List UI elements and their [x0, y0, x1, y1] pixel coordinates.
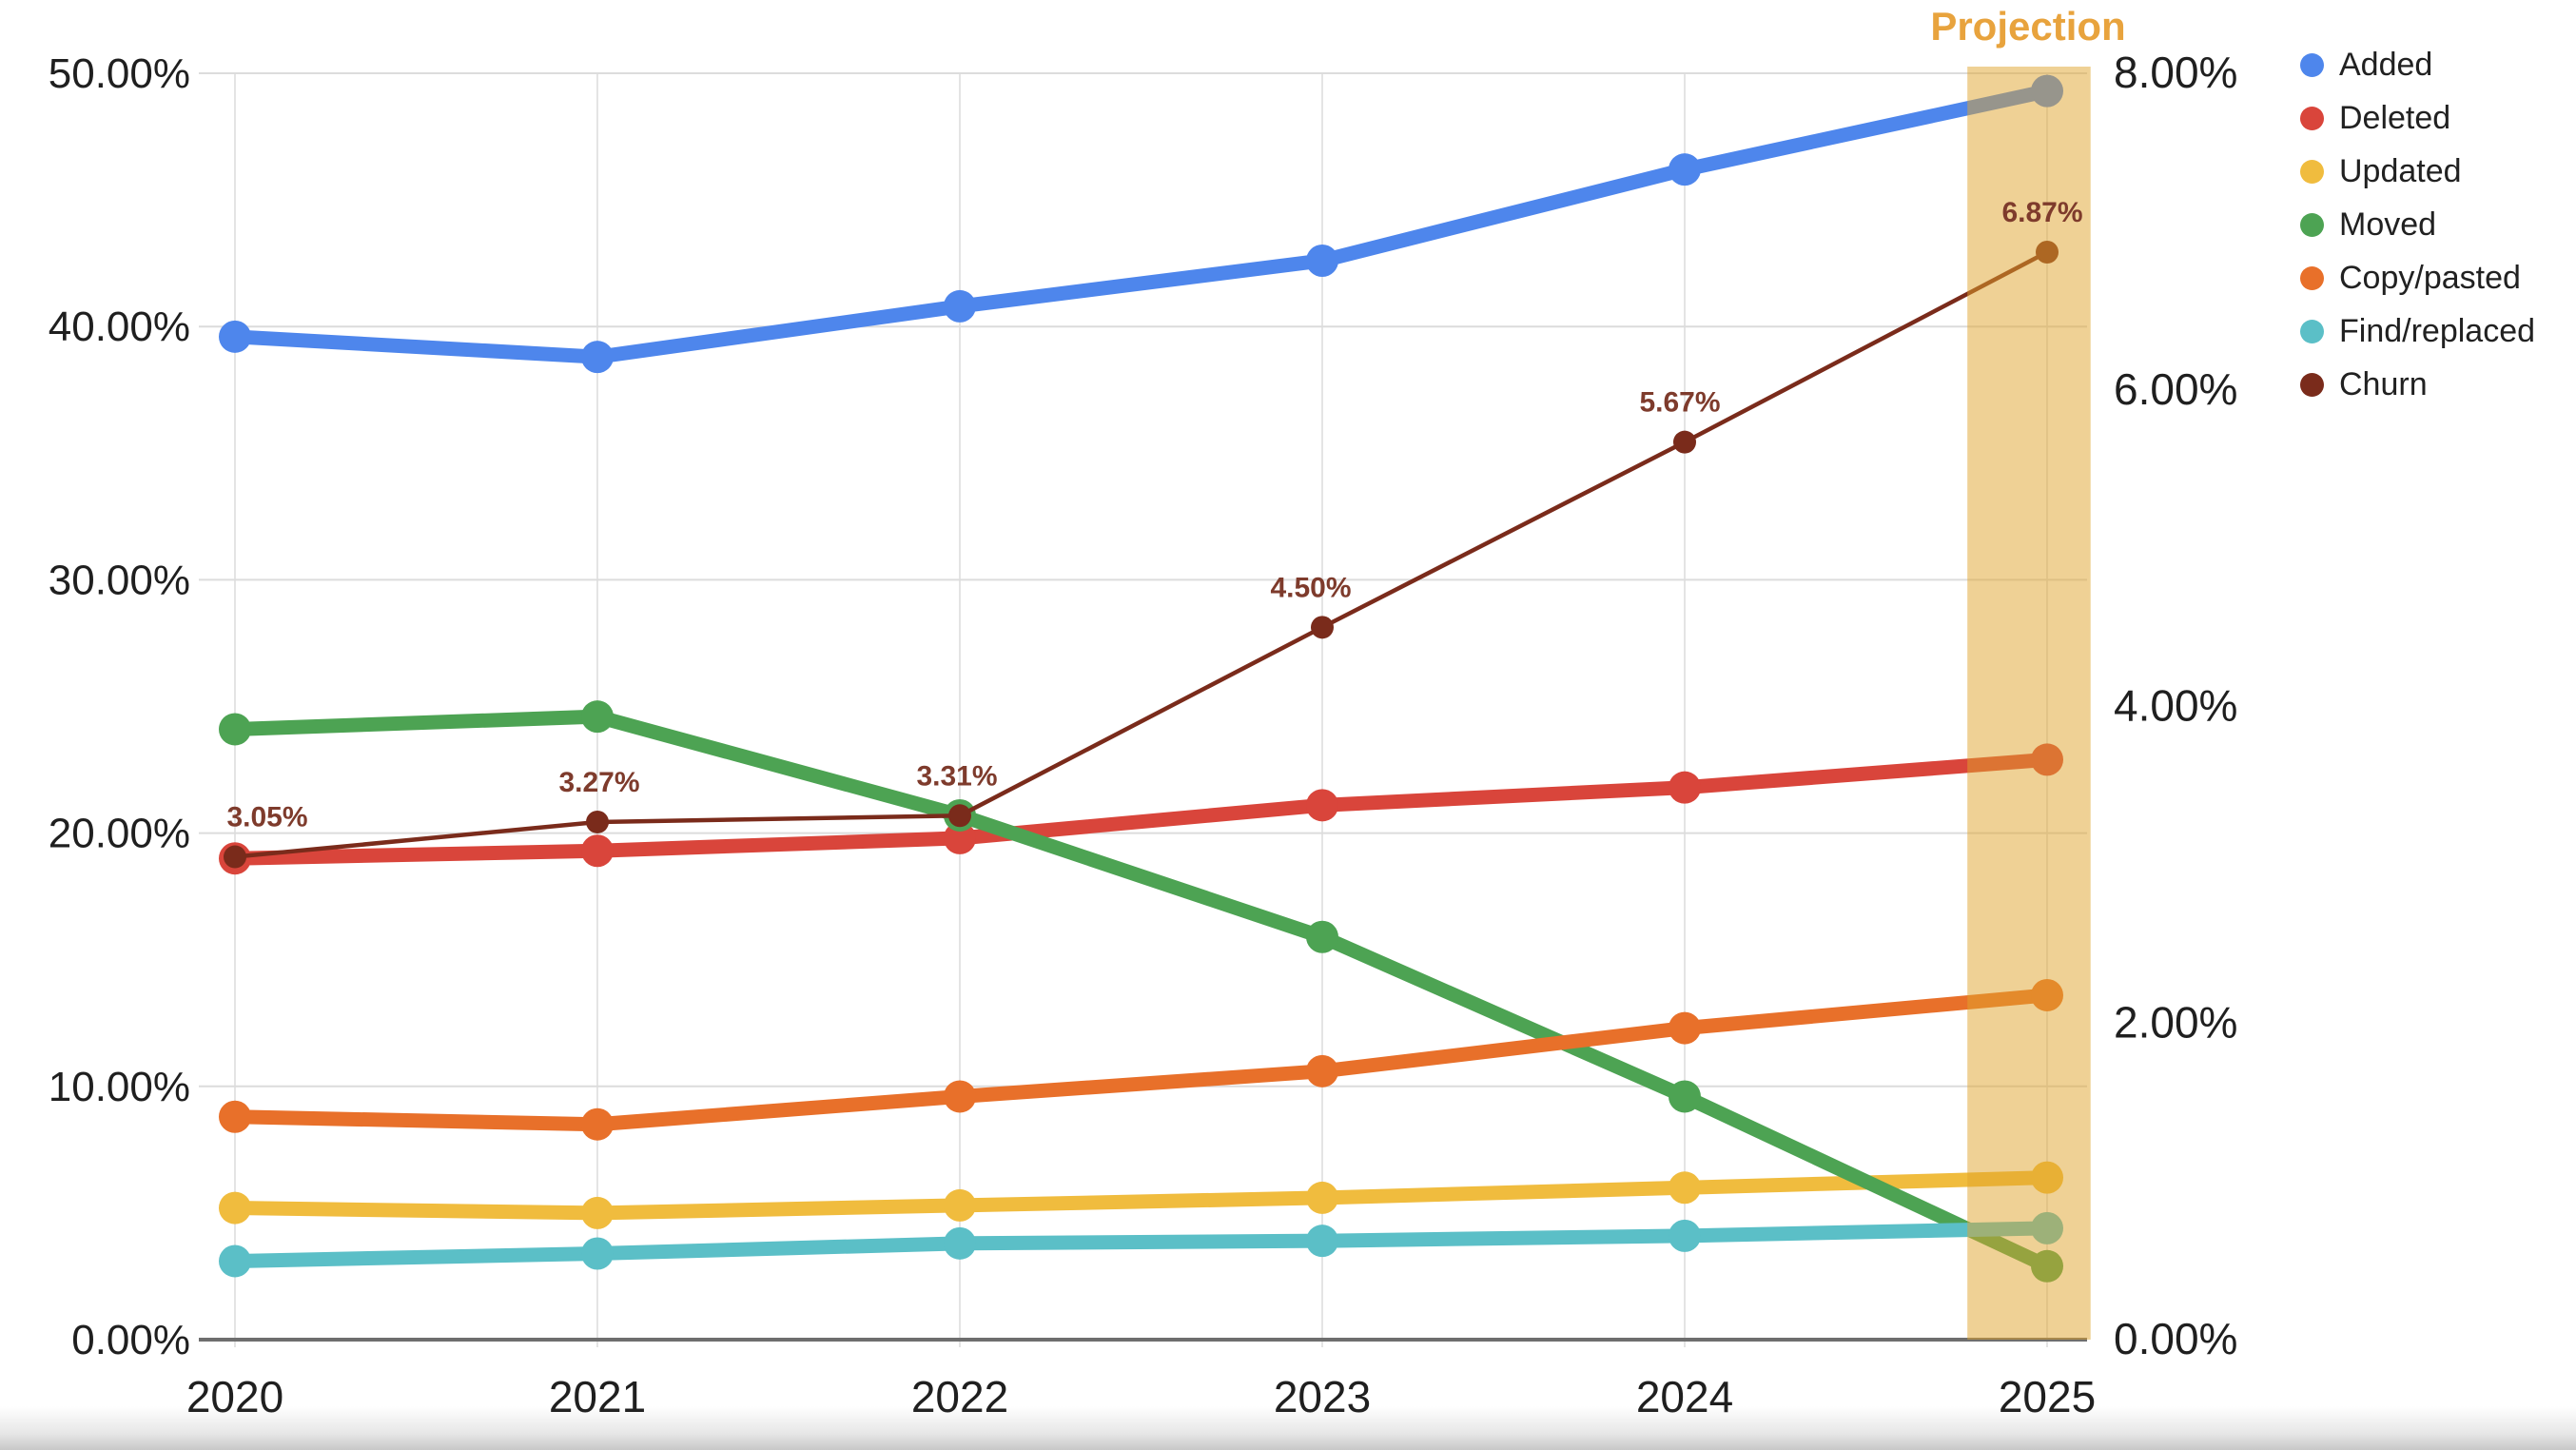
legend-color-dot [2300, 212, 2324, 237]
legend-color-dot [2300, 52, 2324, 77]
projection-label: Projection [1930, 4, 2126, 49]
window-bottom-edge [0, 1406, 2576, 1450]
series-line-added [227, 84, 2055, 364]
churn-data-label: 5.67% [1639, 387, 1720, 419]
y-left-tick-label: 40.00% [49, 304, 190, 350]
y-left-tick-label: 0.00% [71, 1317, 190, 1363]
legend-item-label: Churn [2339, 365, 2428, 402]
legend-color-dot [2300, 372, 2324, 397]
legend-item-find-replaced: Find/replaced [2300, 304, 2535, 358]
legend-item-churn: Churn [2300, 358, 2535, 411]
x-tick-label: 2025 [1999, 1372, 2096, 1421]
data-point-moved [219, 713, 251, 746]
legend-item-label: Added [2339, 46, 2433, 83]
data-point-moved [1669, 1080, 1701, 1113]
data-point-updated [1669, 1171, 1701, 1205]
chart-legend: Added Deleted Updated Moved Copy/pasted Find/… [2300, 38, 2535, 411]
churn-data-label: 3.31% [916, 760, 997, 792]
data-point-churn [586, 810, 609, 833]
data-point-find-replaced [1306, 1225, 1338, 1258]
legend-item-label: Find/replaced [2339, 312, 2536, 349]
data-point-added [219, 320, 251, 353]
series-line-find-replaced [227, 1221, 2055, 1268]
data-point-added [581, 341, 614, 374]
legend-item-added: Added [2300, 38, 2535, 91]
data-point-deleted [581, 834, 614, 868]
series-line-updated [227, 1170, 2055, 1221]
data-point-deleted [944, 821, 976, 854]
data-point-updated [219, 1191, 251, 1225]
data-point-find-replaced [944, 1226, 976, 1260]
legend-item-label: Copy/pasted [2339, 259, 2521, 296]
data-point-added [944, 289, 976, 323]
series-line-copy-pasted [227, 988, 2055, 1132]
data-point-churn [948, 804, 971, 828]
legend-item-label: Moved [2339, 206, 2437, 243]
y-right-tick-label: 4.00% [2114, 681, 2237, 731]
data-point-moved [581, 700, 614, 734]
data-point-updated [581, 1196, 614, 1229]
y-left-tick-label: 50.00% [49, 50, 190, 97]
legend-color-dot [2300, 106, 2324, 130]
legend-color-dot [2300, 159, 2324, 184]
x-tick-label: 2021 [549, 1372, 646, 1421]
churn-data-label: 6.87% [2001, 197, 2082, 228]
y-right-tick-label: 2.00% [2114, 997, 2237, 1047]
legend-item-label: Deleted [2339, 99, 2451, 136]
legend-item-label: Updated [2339, 152, 2462, 189]
y-right-tick-label: 6.00% [2114, 364, 2237, 414]
legend-item-moved: Moved [2300, 198, 2535, 251]
projection-band [1967, 67, 2091, 1340]
data-point-copy-pasted [944, 1080, 976, 1113]
legend-item-deleted: Deleted [2300, 91, 2535, 145]
data-point-churn [1311, 616, 1334, 639]
data-point-find-replaced [1669, 1219, 1701, 1252]
x-tick-label: 2023 [1274, 1372, 1371, 1421]
data-point-churn [224, 845, 246, 869]
data-point-copy-pasted [1306, 1054, 1338, 1088]
data-point-copy-pasted [219, 1100, 251, 1133]
churn-data-label: 3.05% [226, 802, 307, 833]
x-tick-label: 2024 [1636, 1372, 1733, 1421]
data-point-copy-pasted [581, 1107, 614, 1141]
data-point-find-replaced [219, 1244, 251, 1278]
data-point-deleted [1669, 771, 1701, 804]
x-tick-label: 2020 [186, 1372, 283, 1421]
y-right-tick-label: 0.00% [2114, 1314, 2237, 1363]
series-line-moved [227, 709, 2055, 1274]
data-point-updated [1306, 1181, 1338, 1214]
y-right-tick-label: 8.00% [2114, 48, 2237, 97]
data-point-deleted [1306, 789, 1338, 822]
series-line-churn [232, 249, 2050, 859]
data-point-updated [944, 1188, 976, 1222]
data-point-churn [1673, 430, 1696, 454]
x-tick-label: 2022 [911, 1372, 1008, 1421]
legend-item-updated: Updated [2300, 145, 2535, 198]
legend-color-dot [2300, 319, 2324, 343]
legend-item-copy-pasted: Copy/pasted [2300, 251, 2535, 304]
data-point-added [1669, 153, 1701, 186]
data-point-find-replaced [581, 1237, 614, 1270]
data-point-copy-pasted [1669, 1011, 1701, 1045]
y-left-tick-label: 20.00% [49, 811, 190, 857]
y-left-tick-label: 10.00% [49, 1064, 190, 1110]
churn-data-label: 4.50% [1270, 572, 1351, 603]
legend-color-dot [2300, 265, 2324, 290]
data-point-added [1306, 244, 1338, 277]
series-line-deleted [227, 752, 2055, 866]
churn-data-label: 3.27% [558, 767, 639, 798]
y-left-tick-label: 30.00% [49, 557, 190, 603]
data-point-moved [1306, 920, 1338, 953]
